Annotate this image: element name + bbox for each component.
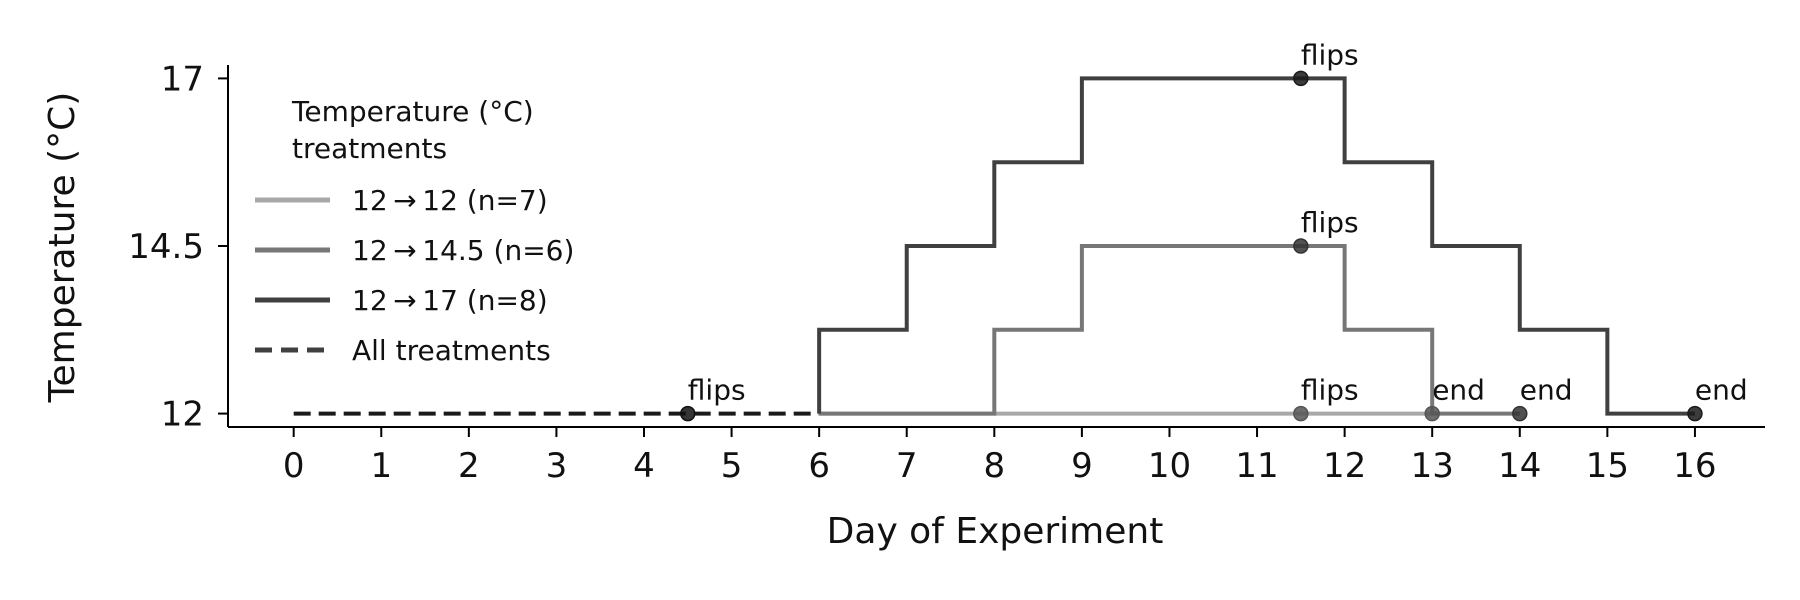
series-line-3	[817, 76, 1695, 416]
point-annotation: flips	[1301, 374, 1359, 407]
point-marker	[1293, 238, 1309, 254]
markers-layer: flips flips flips flips end end end	[680, 38, 1748, 422]
legend-label: 12 → 17 (n=8)	[352, 284, 548, 317]
x-tick-label: 14	[1498, 446, 1541, 486]
x-ticks: 0 1 2 3 4 5 6 7 8 9 10 11 12 13 14 15 16	[283, 427, 1717, 486]
x-tick-label: 9	[1071, 446, 1093, 486]
point-marker	[680, 405, 696, 422]
legend-title-line-2: treatments	[292, 132, 447, 165]
legend-title-line-1: Temperature (°C)	[291, 95, 534, 128]
x-tick-label: 8	[983, 446, 1005, 486]
x-tick-label: 3	[546, 446, 568, 486]
x-tick-label: 10	[1148, 446, 1191, 486]
x-tick-label: 1	[370, 446, 392, 486]
point-annotation: flips	[1301, 206, 1359, 239]
series-layer	[293, 76, 1695, 416]
point-annotation: end	[1432, 374, 1485, 407]
legend-label: 12 → 12 (n=7)	[352, 184, 548, 217]
point-annotation: flips	[688, 374, 746, 407]
y-ticks: 12 14.5 17	[128, 59, 228, 435]
y-tick-label: 17	[161, 59, 204, 99]
x-tick-label: 12	[1323, 446, 1366, 486]
y-tick-label: 14.5	[128, 227, 204, 267]
y-tick-label: 12	[161, 395, 204, 435]
x-tick-label: 11	[1235, 446, 1278, 486]
x-tick-label: 7	[896, 446, 918, 486]
x-tick-label: 0	[283, 446, 305, 486]
point-annotation: end	[1520, 374, 1573, 407]
point-marker	[1424, 405, 1440, 422]
point-marker	[1687, 405, 1703, 422]
series-line-2	[819, 244, 1520, 416]
x-tick-label: 13	[1411, 446, 1454, 486]
point-marker	[1293, 70, 1309, 87]
legend-label: 12 → 14.5 (n=6)	[352, 234, 574, 267]
point-marker	[1512, 405, 1528, 422]
y-axis-title: Temperature (°C)	[42, 92, 83, 404]
x-axis-title: Day of Experiment	[827, 511, 1164, 552]
x-tick-label: 5	[721, 446, 743, 486]
legend: Temperature (°C) treatments 12 → 12 (n=7…	[255, 95, 574, 367]
x-tick-label: 15	[1586, 446, 1629, 486]
x-tick-label: 6	[808, 446, 830, 486]
point-annotation: end	[1695, 374, 1748, 407]
x-tick-label: 2	[458, 446, 480, 486]
point-marker	[1293, 405, 1309, 422]
legend-label: All treatments	[352, 334, 551, 367]
point-annotation: flips	[1301, 38, 1359, 71]
x-tick-label: 4	[633, 446, 655, 486]
x-tick-label: 16	[1673, 446, 1716, 486]
